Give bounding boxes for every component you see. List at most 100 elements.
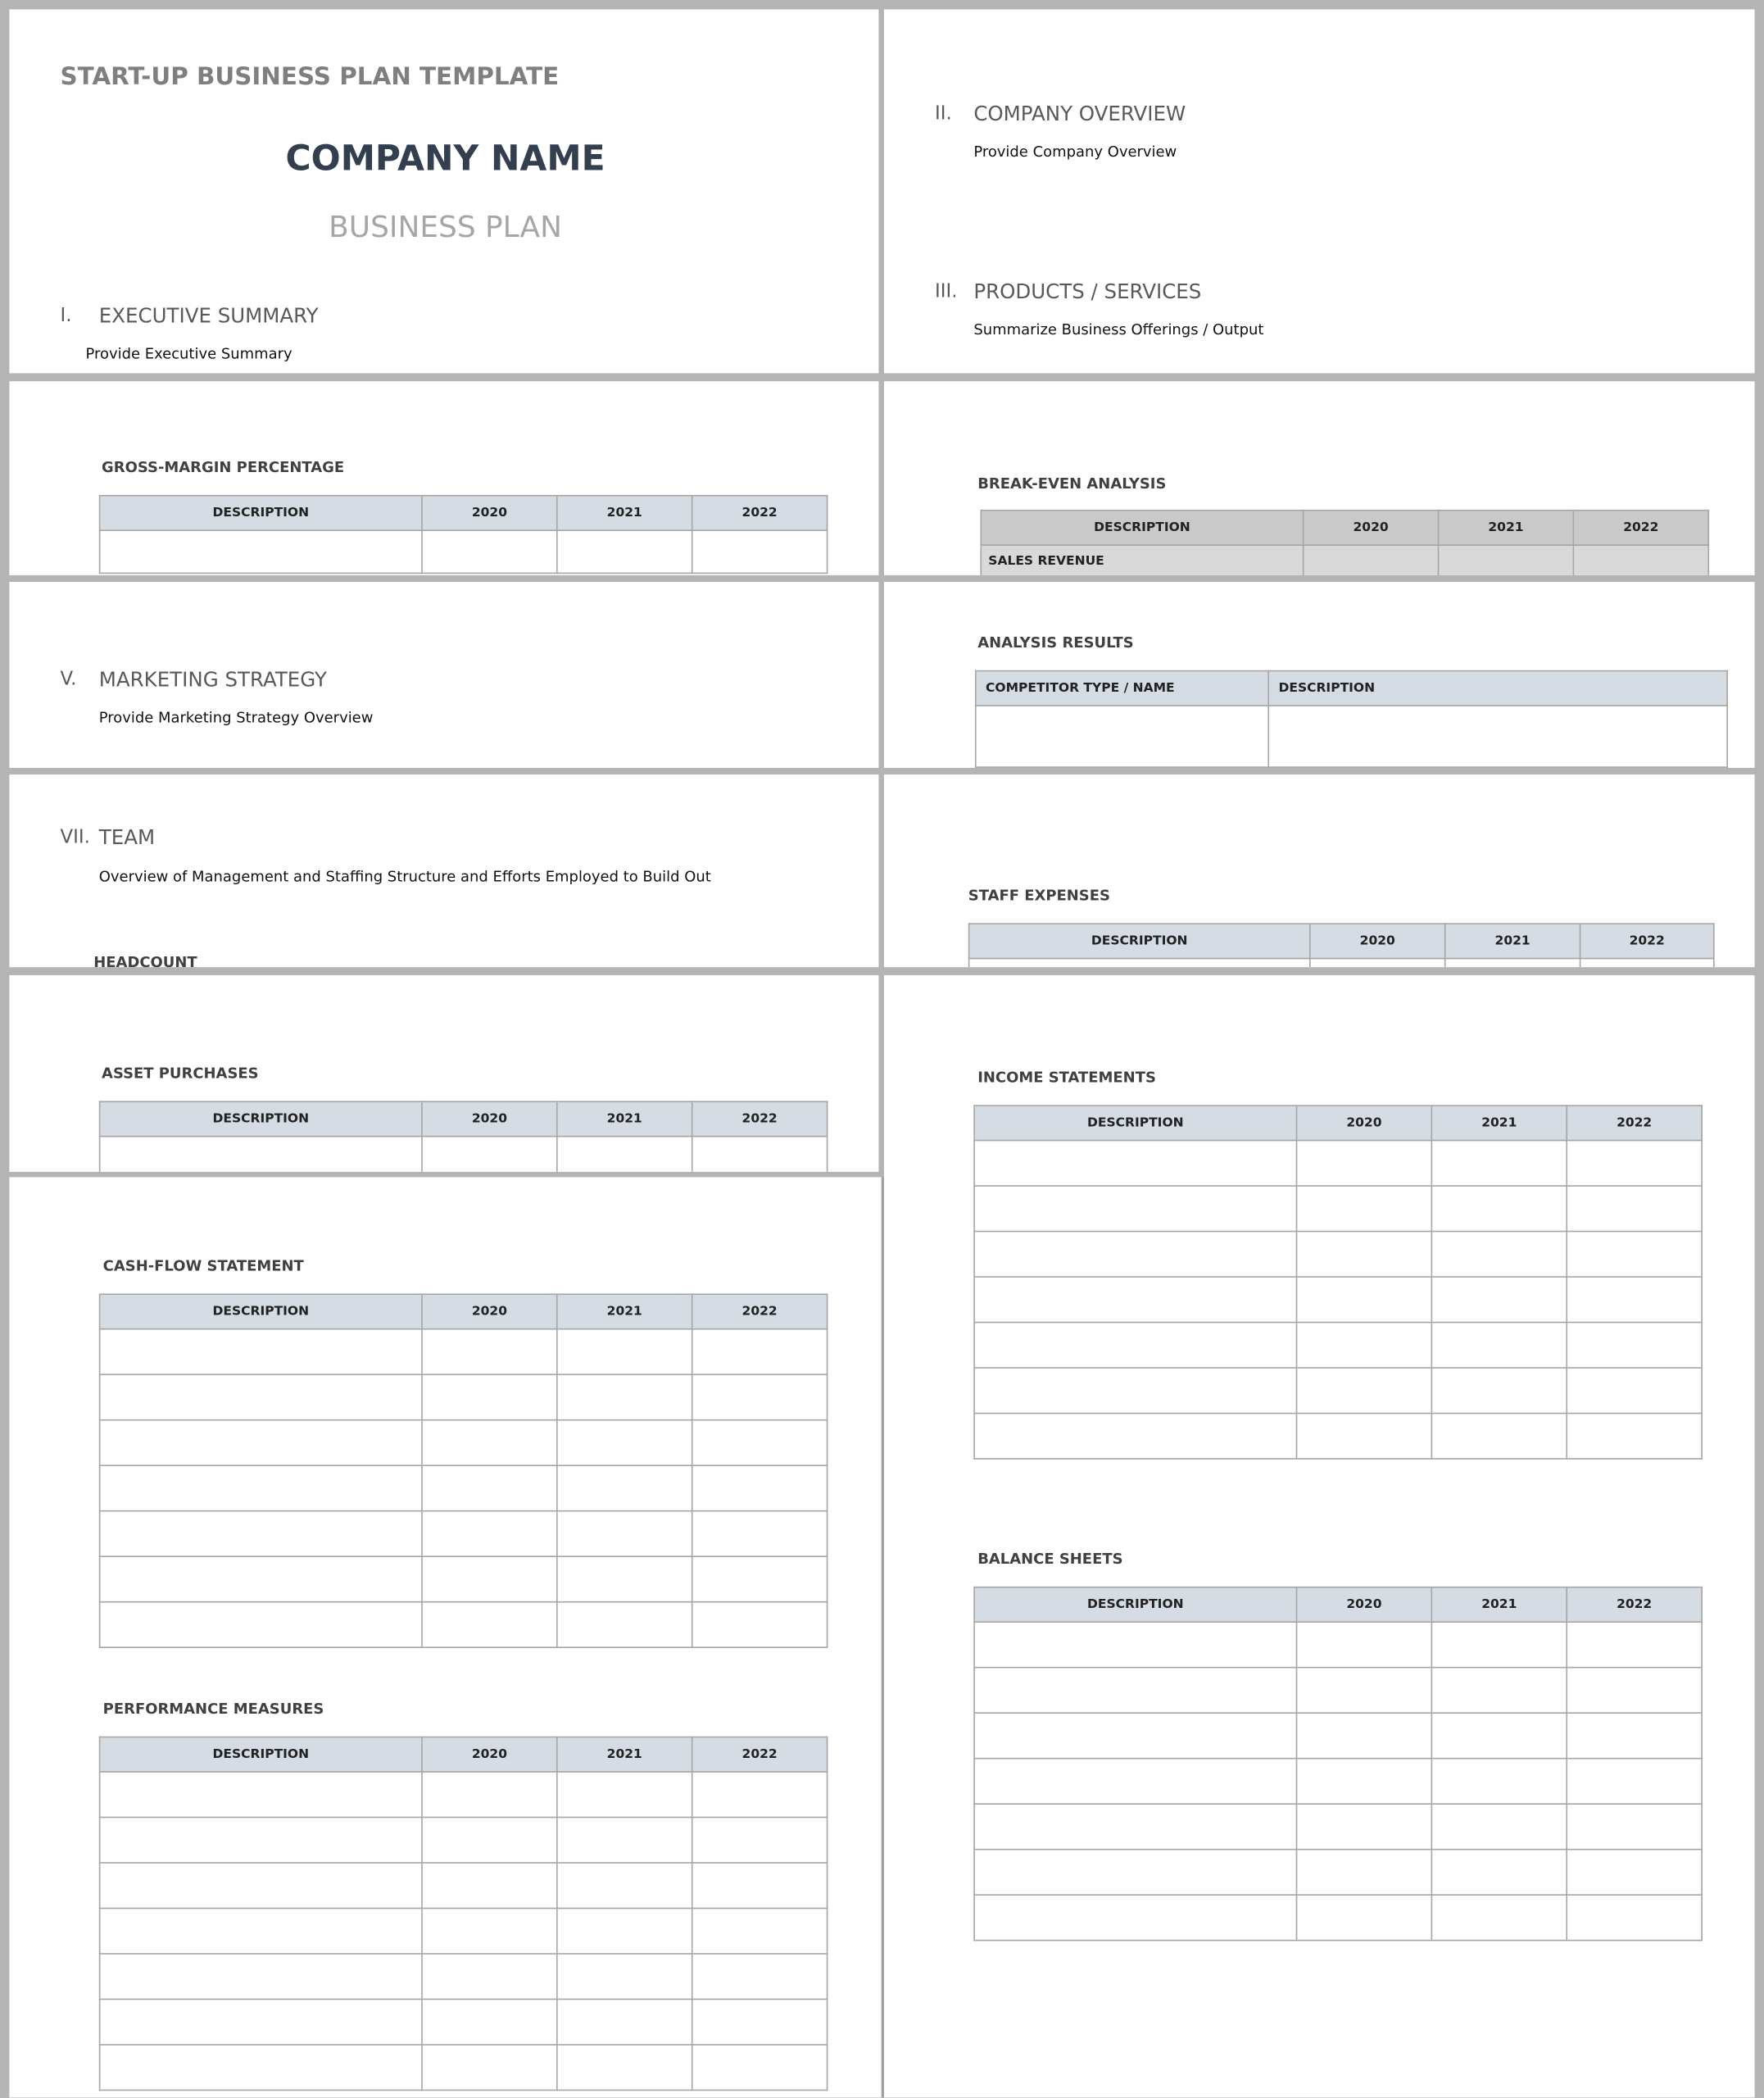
table-cell xyxy=(1566,1803,1703,1851)
table-cell xyxy=(98,2044,423,2091)
table-cell xyxy=(691,1135,828,1172)
table-cell xyxy=(1295,1139,1433,1187)
column-header: 2021 xyxy=(1431,1586,1568,1623)
column-header: 2020 xyxy=(421,494,558,532)
table-cell xyxy=(691,1328,828,1376)
table-cell xyxy=(421,1953,558,2000)
table-cell xyxy=(1309,957,1446,968)
table-row xyxy=(973,1712,1703,1760)
table-cell xyxy=(1295,1894,1433,1941)
section-text: Summarize Business Offerings / Output xyxy=(973,320,1264,338)
table-cell xyxy=(973,1139,1298,1187)
table-cell xyxy=(1431,1666,1568,1714)
table-cell xyxy=(1566,1412,1703,1460)
header-row: DESCRIPTION 2020 2021 2022 xyxy=(98,1736,828,1773)
table-cell xyxy=(421,1771,558,1819)
table-row xyxy=(973,1621,1703,1669)
table-cell xyxy=(421,1419,558,1467)
section-text: Provide Executive Summary xyxy=(85,345,292,363)
column-header: 2020 xyxy=(421,1736,558,1773)
table-title: INCOME STATEMENTS xyxy=(977,1069,1156,1087)
table-cell xyxy=(973,1712,1298,1760)
table-row xyxy=(98,1862,828,1910)
table-cell xyxy=(1431,1185,1568,1233)
table-cell xyxy=(421,1816,558,1864)
table-cell xyxy=(973,1621,1298,1669)
column-header: 2022 xyxy=(691,1736,828,1773)
table-cell xyxy=(556,2044,693,2091)
table-cell xyxy=(973,1666,1298,1714)
table-title: STAFF EXPENSES xyxy=(968,887,1110,905)
table-row xyxy=(973,1367,1703,1415)
table-title: PERFORMANCE MEASURES xyxy=(102,1700,324,1718)
panel: BREAK-EVEN ANALYSIS DESCRIPTION 2020 2021 20… xyxy=(883,381,1755,575)
table-row xyxy=(98,1510,828,1557)
table-cell xyxy=(421,2044,558,2091)
column-header: 2021 xyxy=(1431,1105,1568,1142)
header-row: COMPETITOR TYPE / NAME DESCRIPTION xyxy=(974,670,1728,706)
table-cell xyxy=(973,1367,1298,1415)
panel: START-UP BUSINESS PLAN TEMPLATE COMPANY … xyxy=(9,9,879,374)
template-title: START-UP BUSINESS PLAN TEMPLATE xyxy=(60,62,560,91)
column-header: DESCRIPTION xyxy=(968,923,1311,960)
table-cell xyxy=(98,1998,423,2046)
header-row: DESCRIPTION 2020 2021 2022 xyxy=(98,494,828,532)
column-header: 2020 xyxy=(1295,1586,1433,1623)
table-row xyxy=(973,1276,1703,1324)
table-cell: SALES REVENUE xyxy=(980,544,1304,575)
table-row xyxy=(973,1666,1703,1714)
data-table: DESCRIPTION 2020 2021 2022 SALES REVENUE xyxy=(980,509,1710,575)
column-header: 2021 xyxy=(1444,923,1581,960)
table-cell xyxy=(98,1328,423,1376)
data-table: DESCRIPTION 2020 2021 2022 xyxy=(98,494,828,574)
table-row xyxy=(98,1135,828,1172)
column-header: 2020 xyxy=(421,1101,558,1138)
table-cell xyxy=(691,1419,828,1467)
table-cell xyxy=(98,529,423,574)
data-table: DESCRIPTION 2020 2021 2022 xyxy=(968,923,1715,968)
table-cell xyxy=(1431,1367,1568,1415)
column-header: 2022 xyxy=(1566,1586,1703,1623)
table-cell xyxy=(98,1816,423,1864)
table-cell xyxy=(1295,1757,1433,1805)
table-cell xyxy=(1444,957,1581,968)
table-cell xyxy=(1295,1185,1433,1233)
table-cell xyxy=(1431,1230,1568,1278)
table-cell xyxy=(421,1328,558,1376)
table-cell xyxy=(1295,1848,1433,1896)
table-row xyxy=(98,2044,828,2091)
table-cell xyxy=(1431,1712,1568,1760)
table-row xyxy=(98,1465,828,1512)
column-header: DESCRIPTION xyxy=(98,1293,423,1330)
table-cell xyxy=(421,1510,558,1557)
table-cell xyxy=(1566,1321,1703,1369)
table-cell xyxy=(98,1555,423,1603)
column-header: 2020 xyxy=(1295,1105,1433,1142)
column-header: 2022 xyxy=(691,1101,828,1138)
company-name: COMPANY NAME xyxy=(285,139,605,179)
table-cell xyxy=(421,1135,558,1172)
table-cell xyxy=(691,2044,828,2091)
table-cell xyxy=(98,1135,423,1172)
table-row xyxy=(98,1816,828,1864)
table-row xyxy=(973,1321,1703,1369)
table-row xyxy=(973,1894,1703,1941)
column-header: 2021 xyxy=(556,1293,693,1330)
data-table: COMPETITOR TYPE / NAME DESCRIPTION xyxy=(974,670,1728,768)
column-header: 2020 xyxy=(1309,923,1446,960)
column-header: 2022 xyxy=(1579,923,1715,960)
table-cell xyxy=(421,1998,558,2046)
table-row xyxy=(98,1953,828,2000)
table-title: ASSET PURCHASES xyxy=(102,1065,259,1083)
table-cell xyxy=(691,1510,828,1557)
table-cell xyxy=(556,1510,693,1557)
table-title: BALANCE SHEETS xyxy=(977,1550,1123,1569)
table-cell xyxy=(1566,1757,1703,1805)
table-cell xyxy=(98,1862,423,1910)
table-cell xyxy=(421,1555,558,1603)
header-row: DESCRIPTION 2020 2021 2022 xyxy=(973,1586,1703,1623)
table-cell xyxy=(98,1601,423,1648)
table-cell xyxy=(421,529,558,574)
table-cell xyxy=(1566,1712,1703,1760)
table-cell xyxy=(556,1862,693,1910)
